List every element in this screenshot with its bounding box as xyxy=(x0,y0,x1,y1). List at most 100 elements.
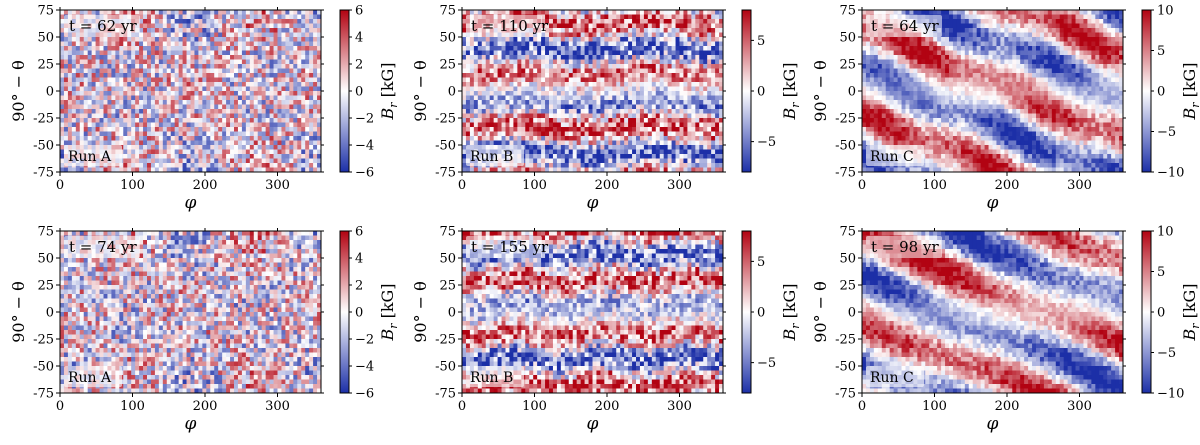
field-cell xyxy=(313,163,317,168)
field-cell xyxy=(691,10,695,15)
field-cell xyxy=(179,15,183,20)
field-cell xyxy=(68,51,72,56)
field-cell xyxy=(676,19,680,24)
field-cell xyxy=(573,60,577,65)
field-cell xyxy=(139,37,143,42)
x-tick-label: 100 xyxy=(522,178,547,193)
field-cell xyxy=(585,159,589,164)
field-cell xyxy=(699,37,703,42)
field-cell xyxy=(676,132,680,137)
field-cell xyxy=(266,82,270,87)
field-cell xyxy=(557,118,561,123)
field-cell xyxy=(486,73,490,78)
field-cell xyxy=(281,105,285,110)
field-cell xyxy=(624,60,628,65)
field-cell xyxy=(159,114,163,119)
field-cell xyxy=(509,114,513,119)
field-cell xyxy=(309,136,313,141)
field-cell xyxy=(123,46,127,51)
field-cell xyxy=(478,64,482,69)
field-cell xyxy=(1044,15,1048,20)
field-cell xyxy=(198,141,202,146)
field-cell xyxy=(194,73,198,78)
field-cell xyxy=(683,150,687,155)
field-cell xyxy=(703,69,707,74)
field-cell xyxy=(230,145,234,150)
field-cell xyxy=(703,51,707,56)
field-cell xyxy=(517,73,521,78)
field-cell xyxy=(573,141,577,146)
field-cell xyxy=(80,37,84,42)
field-cell xyxy=(274,109,278,114)
field-cell xyxy=(652,33,656,38)
field-cell xyxy=(656,114,660,119)
field-cell xyxy=(494,127,498,132)
field-cell xyxy=(226,15,230,20)
field-cell xyxy=(266,109,270,114)
field-cell xyxy=(274,145,278,150)
field-cell xyxy=(608,141,612,146)
field-cell xyxy=(115,64,119,69)
field-cell xyxy=(111,60,115,65)
field-cell xyxy=(640,24,644,29)
field-cell xyxy=(616,96,620,101)
field-cell xyxy=(541,114,545,119)
field-cell xyxy=(210,78,214,83)
field-cell xyxy=(297,82,301,87)
field-cell xyxy=(202,24,206,29)
field-cell xyxy=(676,145,680,150)
field-cell xyxy=(246,96,250,101)
field-cell xyxy=(632,114,636,119)
field-cell xyxy=(84,105,88,110)
field-cell xyxy=(183,100,187,105)
field-cell xyxy=(76,123,80,128)
field-cell xyxy=(198,46,202,51)
field-cell xyxy=(100,118,104,123)
field-cell xyxy=(258,46,262,51)
field-cell xyxy=(305,163,309,168)
field-cell xyxy=(517,109,521,114)
field-cell xyxy=(151,51,155,56)
field-cell xyxy=(656,15,660,20)
field-cell xyxy=(1048,15,1052,20)
field-cell xyxy=(1115,10,1119,15)
field-cell xyxy=(612,19,616,24)
field-cell xyxy=(600,105,604,110)
field-cell xyxy=(636,24,640,29)
field-cell xyxy=(238,33,242,38)
field-cell xyxy=(656,37,660,42)
field-cell xyxy=(652,154,656,159)
field-cell xyxy=(517,127,521,132)
field-cell xyxy=(293,105,297,110)
field-cell xyxy=(490,87,494,92)
field-cell xyxy=(640,127,644,132)
field-cell xyxy=(222,42,226,47)
field-cell xyxy=(474,42,478,47)
field-cell xyxy=(289,69,293,74)
field-cell xyxy=(660,87,664,92)
field-cell xyxy=(119,37,123,42)
field-cell xyxy=(270,69,274,74)
field-cell xyxy=(285,73,289,78)
field-cell xyxy=(155,114,159,119)
field-cell xyxy=(660,51,664,56)
field-cell xyxy=(289,46,293,51)
field-cell xyxy=(76,109,80,114)
field-cell xyxy=(289,82,293,87)
field-cell xyxy=(711,136,715,141)
field-cell xyxy=(175,24,179,29)
field-cell xyxy=(159,127,163,132)
field-cell xyxy=(640,145,644,150)
field-cell xyxy=(92,55,96,60)
field-cell xyxy=(100,87,104,92)
field-cell xyxy=(715,51,719,56)
field-cell xyxy=(502,69,506,74)
field-cell xyxy=(96,123,100,128)
field-cell xyxy=(644,15,648,20)
field-cell xyxy=(478,118,482,123)
field-cell xyxy=(676,42,680,47)
field-cell xyxy=(466,64,470,69)
field-cell xyxy=(711,19,715,24)
field-cell xyxy=(194,28,198,33)
field-cell xyxy=(513,69,517,74)
